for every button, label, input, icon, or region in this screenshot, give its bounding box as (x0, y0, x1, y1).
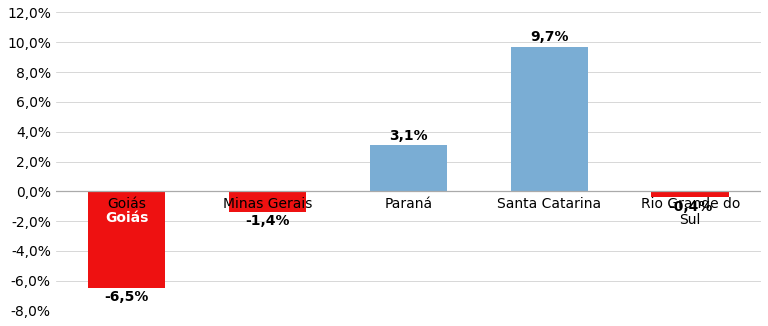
Text: Minas Gerais: Minas Gerais (223, 197, 312, 211)
Text: -1,4%: -1,4% (245, 215, 290, 229)
Text: 9,7%: 9,7% (530, 31, 568, 44)
Bar (369, 145, 447, 191)
Text: -0,4%: -0,4% (668, 200, 713, 214)
Text: Goiás: Goiás (107, 197, 146, 211)
Bar (511, 47, 588, 191)
Text: Santa Catarina: Santa Catarina (497, 197, 601, 211)
Text: Paraná: Paraná (384, 197, 432, 211)
Bar (88, 191, 165, 288)
Text: Goiás: Goiás (104, 211, 148, 225)
Bar (229, 191, 306, 212)
Bar (651, 191, 729, 197)
Text: Rio Grande do
Sul: Rio Grande do Sul (641, 197, 740, 227)
Text: -6,5%: -6,5% (104, 290, 149, 304)
Text: 3,1%: 3,1% (389, 129, 428, 143)
